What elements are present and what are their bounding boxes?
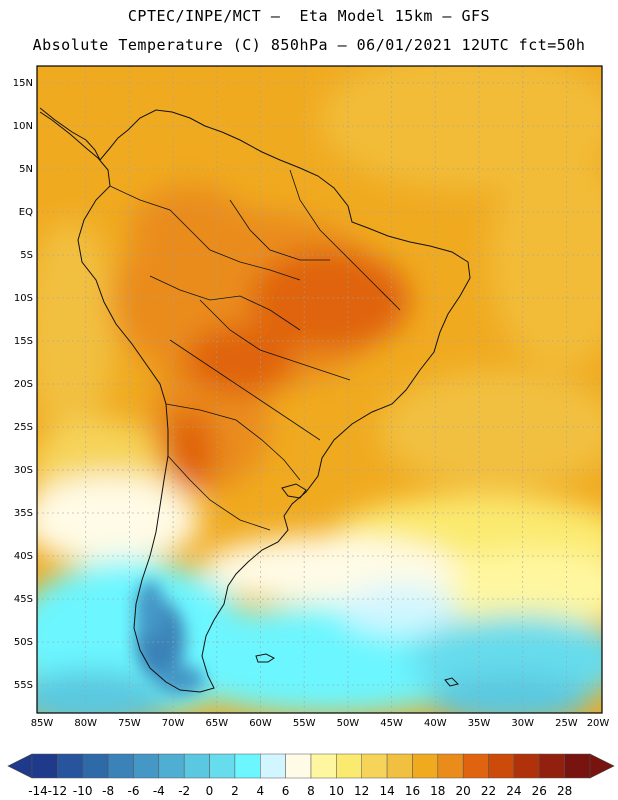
lon-label: 80W [74,718,97,729]
colorbar-label: 8 [307,784,315,798]
lon-label: 25W [555,718,578,729]
lon-label: 75W [118,718,141,729]
falkland-islands [255,653,275,663]
lon-label: 55W [293,718,316,729]
lon-label: 60W [249,718,272,729]
colorbar-swatch [209,753,236,779]
lon-label: 45W [380,718,403,729]
colorbar-label: 16 [405,784,420,798]
lat-label: 10N [13,121,33,132]
south-america-coastline [39,107,471,693]
colorbar-label: -10 [73,784,93,798]
colorbar-label: 24 [506,784,521,798]
colorbar-labels: -14 -12 -10 -8 -6 -4 -2 0 2 4 6 8 10 12 14 16 18 20 22 24 26… [28,784,572,798]
latitude-axis: 15N 10N 5N EQ 5S 10S 15S 20S 25S 30S 35S… [13,78,33,691]
map-title-line-1: CPTEC/INPE/MCT – Eta Model 15km – GFS [127,7,491,25]
lat-label: 55S [14,680,33,691]
colorbar-swatch [310,753,337,779]
colorbar-swatch [285,753,312,779]
colorbar-swatch [462,753,489,779]
colorbar-swatch [133,753,160,779]
lat-label: 40S [14,551,33,562]
lat-label: 5S [20,250,33,261]
colorbar-label: -8 [102,784,114,798]
lon-label: 40W [424,718,447,729]
colorbar-label: -14 [28,784,48,798]
colorbar-label: -2 [178,784,190,798]
lon-label: 85W [31,718,54,729]
lat-label: 10S [14,293,33,304]
colorbar-label: 26 [532,784,547,798]
lon-label: 65W [205,718,228,729]
lon-label: 20W [587,718,610,729]
colorbar-label: 4 [256,784,264,798]
lat-label: 30S [14,465,33,476]
colorbar-label: -4 [153,784,165,798]
colorbar-label: -12 [48,784,68,798]
temperature-field [37,66,602,713]
colorbar-swatch [107,753,134,779]
lon-label: 30W [511,718,534,729]
colorbar: -14 -12 -10 -8 -6 -4 -2 0 2 4 6 8 10 12 14 16 18 20 22 24 26… [7,753,615,798]
lat-label: 25S [14,422,33,433]
lat-label: 20S [14,379,33,390]
lat-label: EQ [19,207,33,218]
colorbar-swatch [386,753,413,779]
colorbar-swatch [437,753,464,779]
colorbar-swatch [57,753,83,779]
colorbar-max-arrow [589,753,615,779]
colorbar-label: 10 [329,784,344,798]
colorbar-label: -6 [128,784,140,798]
lat-label: 35S [14,508,33,519]
colorbar-swatch [158,753,185,779]
colorbar-min-arrow [7,753,33,779]
colorbar-swatch [513,753,540,779]
colorbar-swatch [31,753,58,779]
longitude-axis: 85W 80W 75W 70W 65W 60W 55W 50W 45W 40W … [31,718,610,729]
rio-de-la-plata [281,483,307,499]
colorbar-swatch [564,753,591,779]
colorbar-label: 2 [231,784,239,798]
graticule [37,66,602,713]
colorbar-swatch [183,753,210,779]
colorbar-label: 20 [456,784,471,798]
colorbar-label: 18 [430,784,445,798]
colorbar-label: 6 [282,784,290,798]
colorbar-swatches [31,753,591,779]
colorbar-label: 14 [379,784,394,798]
lat-label: 50S [14,637,33,648]
colorbar-label: 12 [354,784,369,798]
colorbar-label: 0 [206,784,214,798]
colorbar-swatch [260,753,286,779]
country-borders [109,169,401,531]
lat-label: 15N [13,78,33,89]
lat-label: 5N [19,164,33,175]
lon-label: 35W [468,718,491,729]
colorbar-label: 28 [557,784,572,798]
colorbar-swatch [539,753,565,779]
colorbar-swatch [361,753,388,779]
colorbar-label: 22 [481,784,496,798]
colorbar-swatch [336,753,362,779]
south-georgia-island [444,677,459,687]
colorbar-swatch [234,753,261,779]
colorbar-swatch [412,753,439,779]
map-frame [36,65,603,714]
colorbar-swatch [488,753,515,779]
lon-label: 50W [337,718,360,729]
lon-label: 70W [162,718,185,729]
map-title-line-2: Absolute Temperature (C) 850hPa – 06/01/… [32,36,586,54]
lat-label: 45S [14,594,33,605]
colorbar-swatch [82,753,109,779]
lat-label: 15S [14,336,33,347]
